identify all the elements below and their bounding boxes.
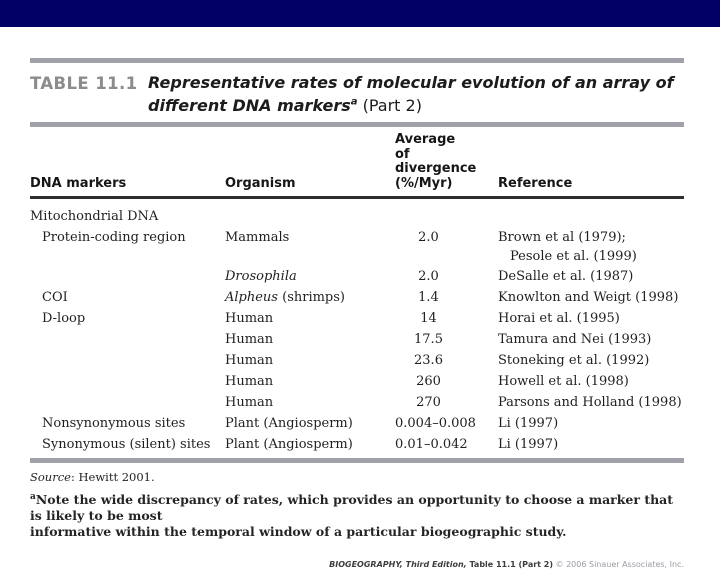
cell-organism: Drosophila: [225, 268, 297, 284]
footnote-text: Note the wide discrepancy of rates, whic…: [30, 491, 674, 539]
cell-reference: Knowlton and Weigt (1998): [498, 289, 679, 305]
cell-dna-marker: Mitochondrial DNA: [30, 209, 159, 225]
table-row: D-loop Human 14 Horai et al. (1995): [30, 308, 684, 329]
cell-reference: Howell et al. (1998): [498, 373, 629, 389]
table-row: Human 23.6 Stoneking et al. (1992): [30, 350, 684, 371]
table-title-line1: Representative rates of molecular evolut…: [148, 73, 674, 92]
credit-table-ref: Table 11.1 (Part 2): [466, 559, 553, 569]
source-text: : Hewitt 2001.: [70, 469, 155, 484]
cell-divergence: 23.6: [414, 352, 443, 368]
table-row: Drosophila 2.0 DeSalle et al. (1987): [30, 266, 684, 287]
cell-reference: Parsons and Holland (1998): [498, 394, 682, 410]
table-title-block: TABLE 11.1 Representative rates of molec…: [30, 73, 684, 115]
source-label: Source: [30, 469, 71, 484]
header-underline: [30, 196, 684, 200]
table-row: Human 270 Parsons and Holland (1998): [30, 392, 684, 413]
column-header-divergence: Average of divergence (%/Myr): [395, 132, 477, 191]
cell-organism: Human: [225, 331, 274, 347]
table-figure: TABLE 11.1 Representative rates of molec…: [30, 58, 684, 569]
table-row: Protein-coding region Mammals 2.0 Brown …: [30, 227, 684, 266]
cell-organism: Human: [225, 310, 274, 326]
table-row: Nonsynonymous sites Plant (Angiosperm) 0…: [30, 413, 684, 434]
table-top-rule: [30, 122, 684, 128]
cell-reference: DeSalle et al. (1987): [498, 268, 634, 284]
cell-dna-marker: D-loop: [42, 310, 86, 326]
table-title-part-label: (Part 2): [357, 95, 422, 115]
cell-organism: Alpheus (shrimps): [225, 289, 345, 305]
figure-top-rule: [30, 58, 684, 63]
table-row: Synonymous (silent) sites Plant (Angiosp…: [30, 434, 684, 455]
cell-dna-marker: Synonymous (silent) sites: [42, 436, 211, 452]
table-header-row: DNA markers Organism Average of divergen…: [30, 127, 684, 196]
cell-reference: Horai et al. (1995): [498, 310, 620, 326]
cell-organism: Human: [225, 352, 274, 368]
cell-reference: Li (1997): [498, 415, 559, 431]
cell-organism: Mammals: [225, 230, 290, 246]
cell-reference: Tamura and Nei (1993): [498, 331, 652, 347]
cell-organism: Human: [225, 373, 274, 389]
cell-divergence: 0.01–0.042: [395, 436, 468, 452]
cell-reference: Brown et al (1979); Pesole et al. (1999): [498, 230, 637, 265]
title-footnote-marker: a: [350, 96, 358, 108]
slide-top-bar: [0, 0, 720, 27]
cell-dna-marker: Nonsynonymous sites: [42, 415, 186, 431]
footnote-marker: a: [30, 491, 36, 502]
table-row: COI Alpheus (shrimps) 1.4 Knowlton and W…: [30, 287, 684, 308]
table-number-label: TABLE 11.1: [30, 74, 138, 93]
cell-dna-marker: COI: [42, 289, 68, 305]
credit-line: BIOGEOGRAPHY, Third Edition, Table 11.1 …: [30, 560, 684, 569]
table-title: Representative rates of molecular evolut…: [148, 73, 674, 115]
column-header-organism: Organism: [225, 176, 296, 192]
cell-divergence: 17.5: [414, 331, 443, 347]
table-row: Human 17.5 Tamura and Nei (1993): [30, 329, 684, 350]
cell-divergence: 2.0: [418, 268, 439, 284]
table-title-line2: different DNA markersa (Part 2): [148, 96, 422, 115]
table-body: Mitochondrial DNA Protein-coding region …: [30, 199, 684, 458]
cell-divergence: 2.0: [418, 230, 439, 246]
table-row: Human 260 Howell et al. (1998): [30, 371, 684, 392]
cell-divergence: 0.004–0.008: [395, 415, 476, 431]
table-footnote: aNote the wide discrepancy of rates, whi…: [30, 489, 678, 540]
cell-divergence: 1.4: [418, 289, 439, 305]
cell-reference: Stoneking et al. (1992): [498, 352, 650, 368]
table-row: Mitochondrial DNA: [30, 206, 684, 227]
cell-organism: Human: [225, 394, 274, 410]
cell-organism: Plant (Angiosperm): [225, 415, 353, 431]
cell-divergence: 270: [416, 394, 441, 410]
credit-copyright: © 2006 Sinauer Associates, Inc.: [553, 559, 684, 569]
cell-organism: Plant (Angiosperm): [225, 436, 353, 452]
cell-reference: Li (1997): [498, 436, 559, 452]
source-note: Source: Hewitt 2001.: [30, 470, 684, 484]
cell-dna-marker: Protein-coding region: [42, 230, 186, 246]
table-bottom-rule: [30, 457, 684, 463]
cell-divergence: 14: [420, 310, 437, 326]
column-header-dna-markers: DNA markers: [30, 176, 127, 192]
table-title-line2-italic: different DNA markers: [148, 95, 351, 115]
column-header-reference: Reference: [498, 176, 573, 192]
cell-divergence: 260: [416, 373, 441, 389]
credit-book-title: BIOGEOGRAPHY, Third Edition,: [329, 559, 467, 569]
